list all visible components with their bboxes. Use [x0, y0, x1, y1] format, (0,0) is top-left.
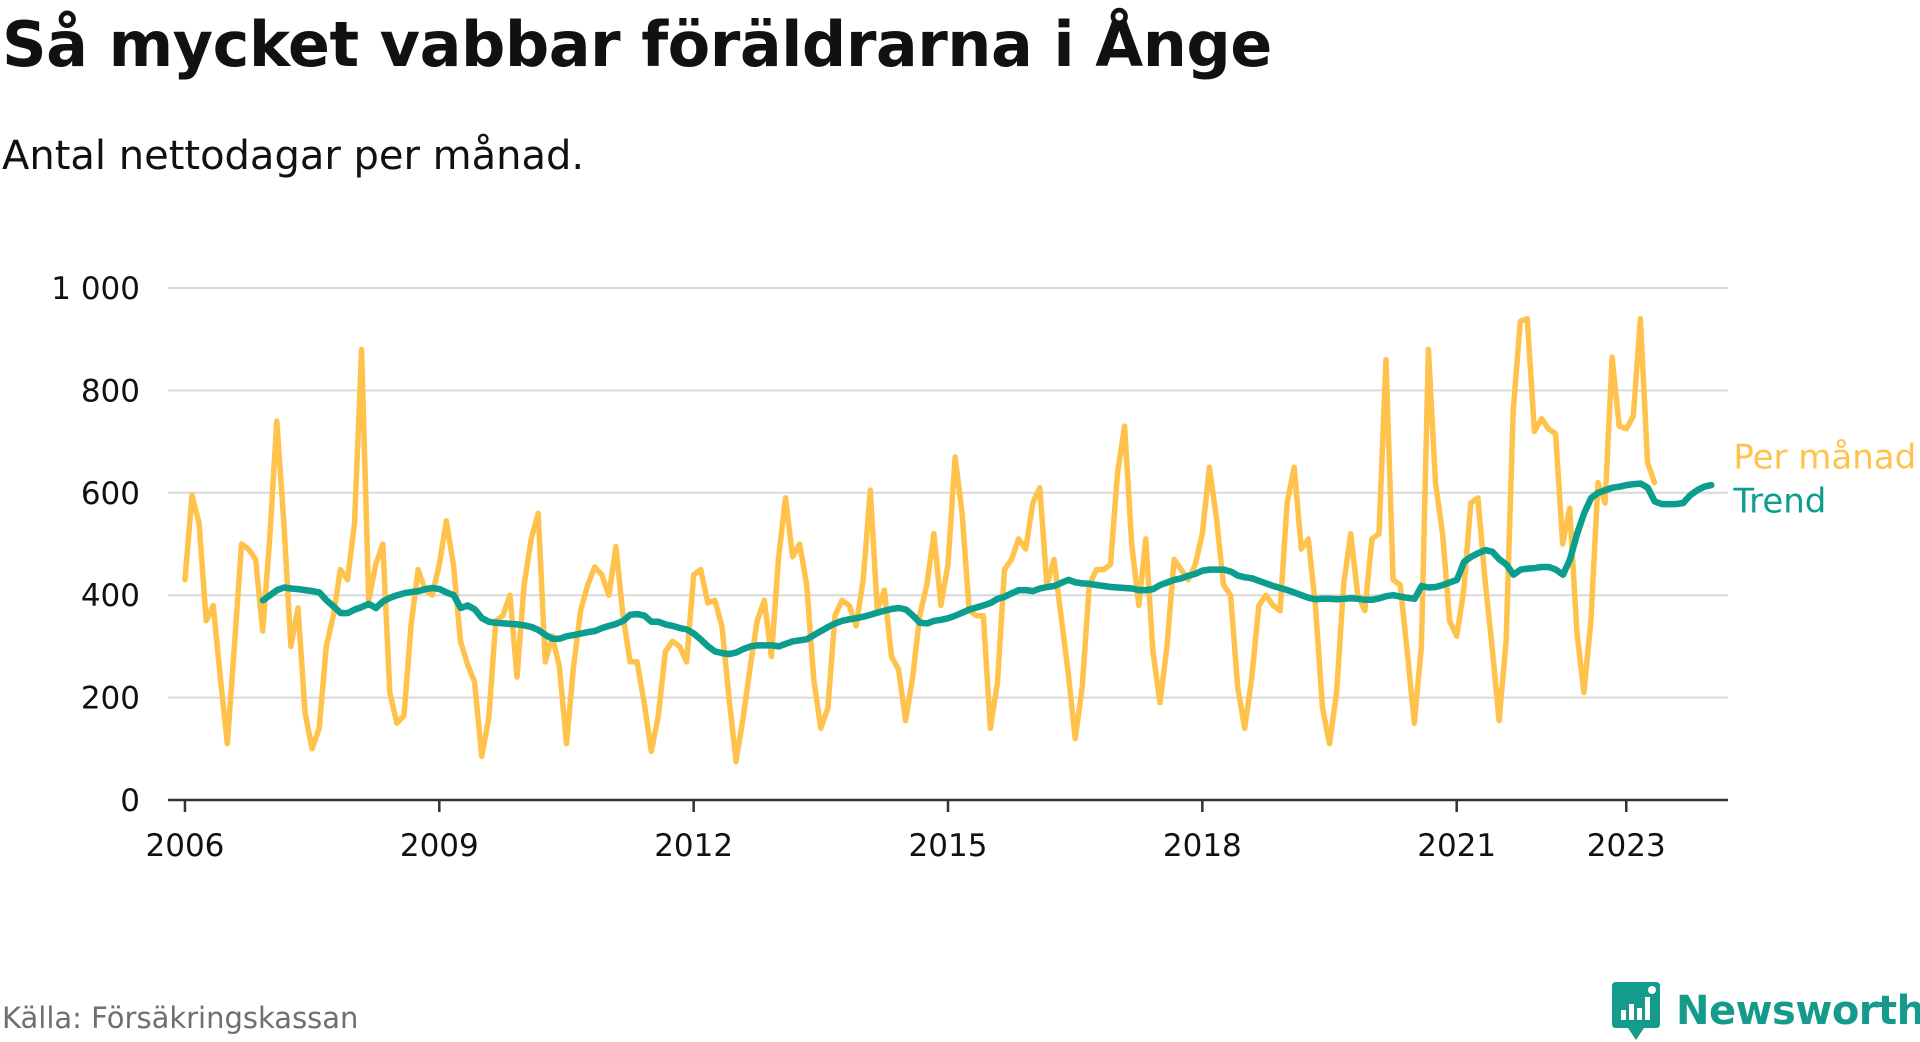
x-tick-label: 2006 — [146, 828, 225, 864]
x-tick-label: 2015 — [909, 828, 988, 864]
gridlines — [168, 287, 1728, 699]
y-tick-label: 1 000 — [51, 271, 140, 307]
x-axis: 2006 2009 2012 2015 2018 2021 2023 — [146, 798, 1728, 864]
y-tick-label: 0 — [120, 783, 140, 819]
x-tick-label: 2023 — [1587, 828, 1666, 864]
newsworthy-bar-chart-logo-icon — [1612, 982, 1660, 1040]
y-tick-label: 200 — [81, 681, 140, 717]
series-lines — [182, 315, 1715, 765]
x-tick-label: 2012 — [654, 828, 733, 864]
source-note: Källa: Försäkringskassan — [2, 1001, 359, 1035]
legend-label-per-manad: Per månad — [1733, 438, 1916, 478]
newsworthy-logo[interactable]: Newsworthy — [1610, 980, 1920, 1042]
y-axis-tick-labels: 0 200 400 600 800 1 000 — [51, 271, 140, 819]
y-tick-label: 400 — [81, 578, 140, 614]
y-tick-label: 600 — [81, 476, 140, 512]
chart-subtitle: Antal nettodagar per månad. — [2, 133, 585, 179]
series-line-trend — [259, 480, 1715, 658]
chart-title: Så mycket vabbar föräldrarna i Ånge — [2, 8, 1272, 81]
x-tick-label: 2009 — [400, 828, 479, 864]
legend-label-trend: Trend — [1732, 482, 1826, 522]
brand-name: Newsworthy — [1676, 988, 1920, 1034]
y-tick-label: 800 — [81, 373, 140, 409]
series-line-per-manad — [182, 315, 1658, 765]
x-tick-label: 2018 — [1163, 828, 1242, 864]
x-tick-label: 2021 — [1417, 828, 1496, 864]
